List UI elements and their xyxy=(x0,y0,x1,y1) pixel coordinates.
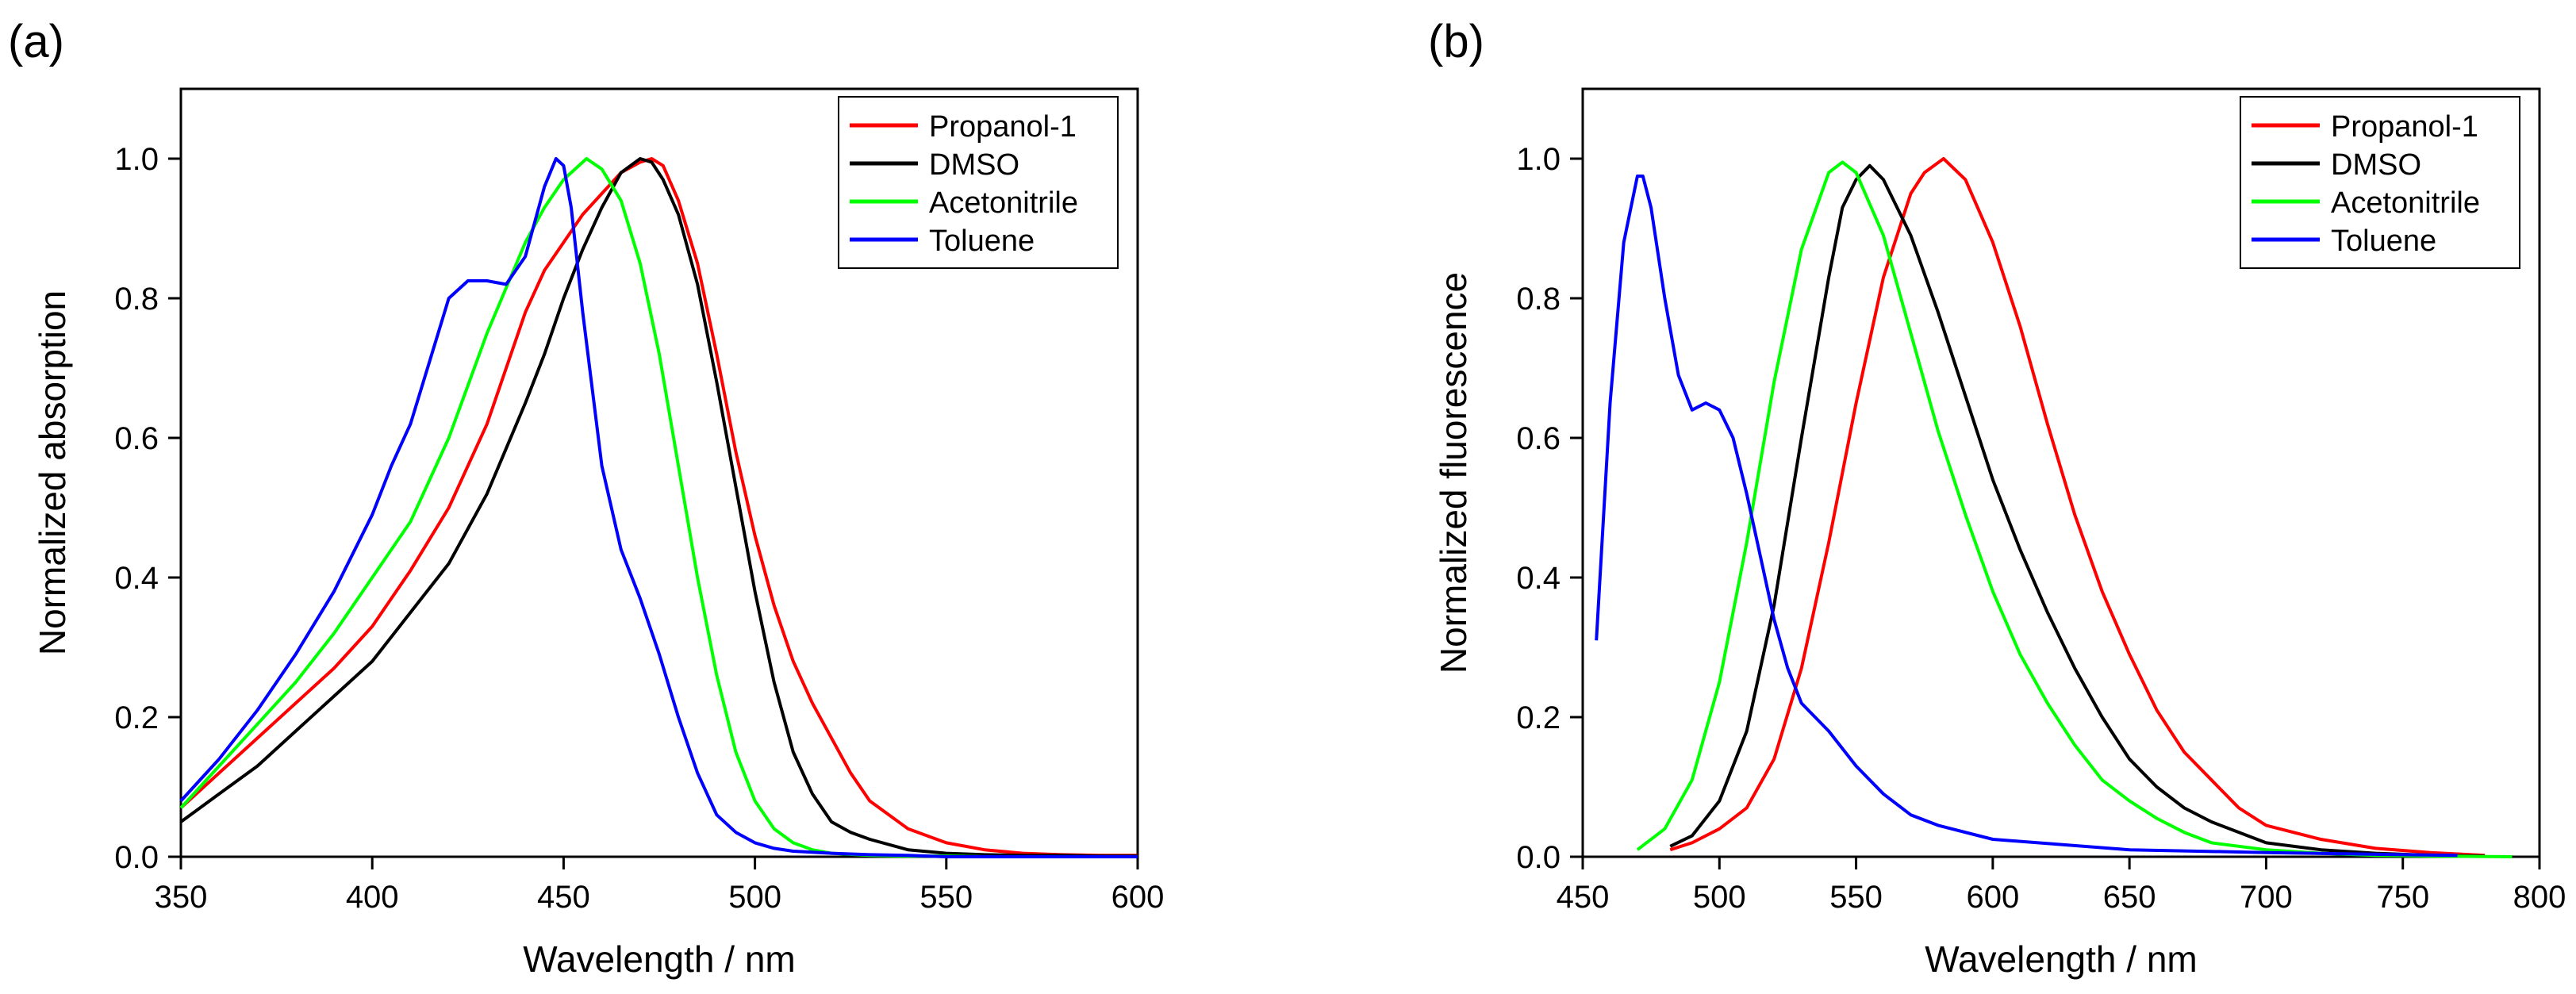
x-tick-label: 500 xyxy=(1693,880,1746,915)
x-tick-label: 450 xyxy=(1557,880,1610,915)
y-axis-label: Normalized fluorescence xyxy=(1433,272,1474,674)
y-tick-label: 0.4 xyxy=(1516,561,1561,596)
y-tick-label: 0.0 xyxy=(1516,840,1561,875)
plot-frame xyxy=(179,87,1139,858)
x-tick-label: 800 xyxy=(2513,880,2566,915)
x-tick-label: 650 xyxy=(2103,880,2156,915)
series-line-acetonitrile xyxy=(1636,160,2513,858)
legend-label: Acetonitrile xyxy=(929,186,1078,220)
y-ticks: 0.0 0.2 0.4 0.6 0.8 1.0 xyxy=(1516,142,1583,875)
legend-label: Toluene xyxy=(2331,225,2436,258)
legend-label: Toluene xyxy=(929,225,1035,258)
y-tick-label: 0.0 xyxy=(114,840,159,875)
x-axis-label: Wavelength / nm xyxy=(523,938,795,980)
series-line-dmso xyxy=(179,157,1138,858)
x-tick-label: 500 xyxy=(728,880,781,915)
x-tick-label: 550 xyxy=(1829,880,1883,915)
x-tick-label: 600 xyxy=(1966,880,2019,915)
legend-label: Propanol-1 xyxy=(929,110,1077,144)
y-axis-label: Normalized absorption xyxy=(32,290,73,655)
series-line-toluene xyxy=(179,157,1138,858)
x-ticks: 350 400 450 500 550 600 xyxy=(155,857,1165,915)
x-tick-label: 750 xyxy=(2376,880,2429,915)
legend-label: Acetonitrile xyxy=(2331,186,2480,220)
y-tick-label: 0.8 xyxy=(1516,282,1561,317)
x-tick-label: 550 xyxy=(919,880,973,915)
x-axis-label: Wavelength / nm xyxy=(1925,938,2197,980)
legend: Propanol-1 DMSO Acetonitrile Toluene xyxy=(838,96,1119,269)
legend-label: Propanol-1 xyxy=(2331,110,2478,144)
series-line-toluene xyxy=(1595,175,2458,858)
panel-label: (b) xyxy=(1428,16,1484,67)
x-ticks: 450 500 550 600 650 700 750 800 xyxy=(1557,857,2566,915)
y-tick-label: 0.2 xyxy=(114,700,159,735)
x-tick-label: 350 xyxy=(155,880,208,915)
y-tick-label: 0.2 xyxy=(1516,700,1561,735)
y-tick-label: 1.0 xyxy=(114,142,159,177)
panel-b: (b) 450 500 550 600 650 700 750 800 0.00.20.40.… xyxy=(1428,16,2566,980)
series-line-dmso xyxy=(1669,163,2486,858)
y-tick-label: 0.6 xyxy=(114,421,159,456)
x-tick-label: 400 xyxy=(346,880,399,915)
series-lines xyxy=(179,157,1138,858)
y-tick-label: 1.0 xyxy=(1516,142,1561,177)
x-tick-label: 700 xyxy=(2240,880,2293,915)
y-tick-label: 0.4 xyxy=(114,561,159,596)
y-ticks: 0.0 0.2 0.4 0.6 0.8 1.0 xyxy=(114,142,181,875)
panel-a: (a) 350 400 450 500 550 600 0.0 0.2 0.4 0.6 0.8 1.… xyxy=(8,16,1164,980)
legend: Propanol-1 DMSO Acetonitrile Toluene xyxy=(2240,96,2520,269)
series-line-propanol-1 xyxy=(1669,157,2486,858)
plot-frame xyxy=(1581,87,2541,858)
panel-label: (a) xyxy=(8,16,64,67)
x-tick-label: 450 xyxy=(537,880,590,915)
x-tick-label: 600 xyxy=(1111,880,1165,915)
legend-label: DMSO xyxy=(2331,148,2421,182)
y-tick-label: 0.6 xyxy=(1516,421,1561,456)
legend-label: DMSO xyxy=(929,148,1019,182)
series-line-propanol-1 xyxy=(179,157,1138,858)
series-lines xyxy=(1595,157,2513,858)
y-tick-label: 0.8 xyxy=(114,282,159,317)
